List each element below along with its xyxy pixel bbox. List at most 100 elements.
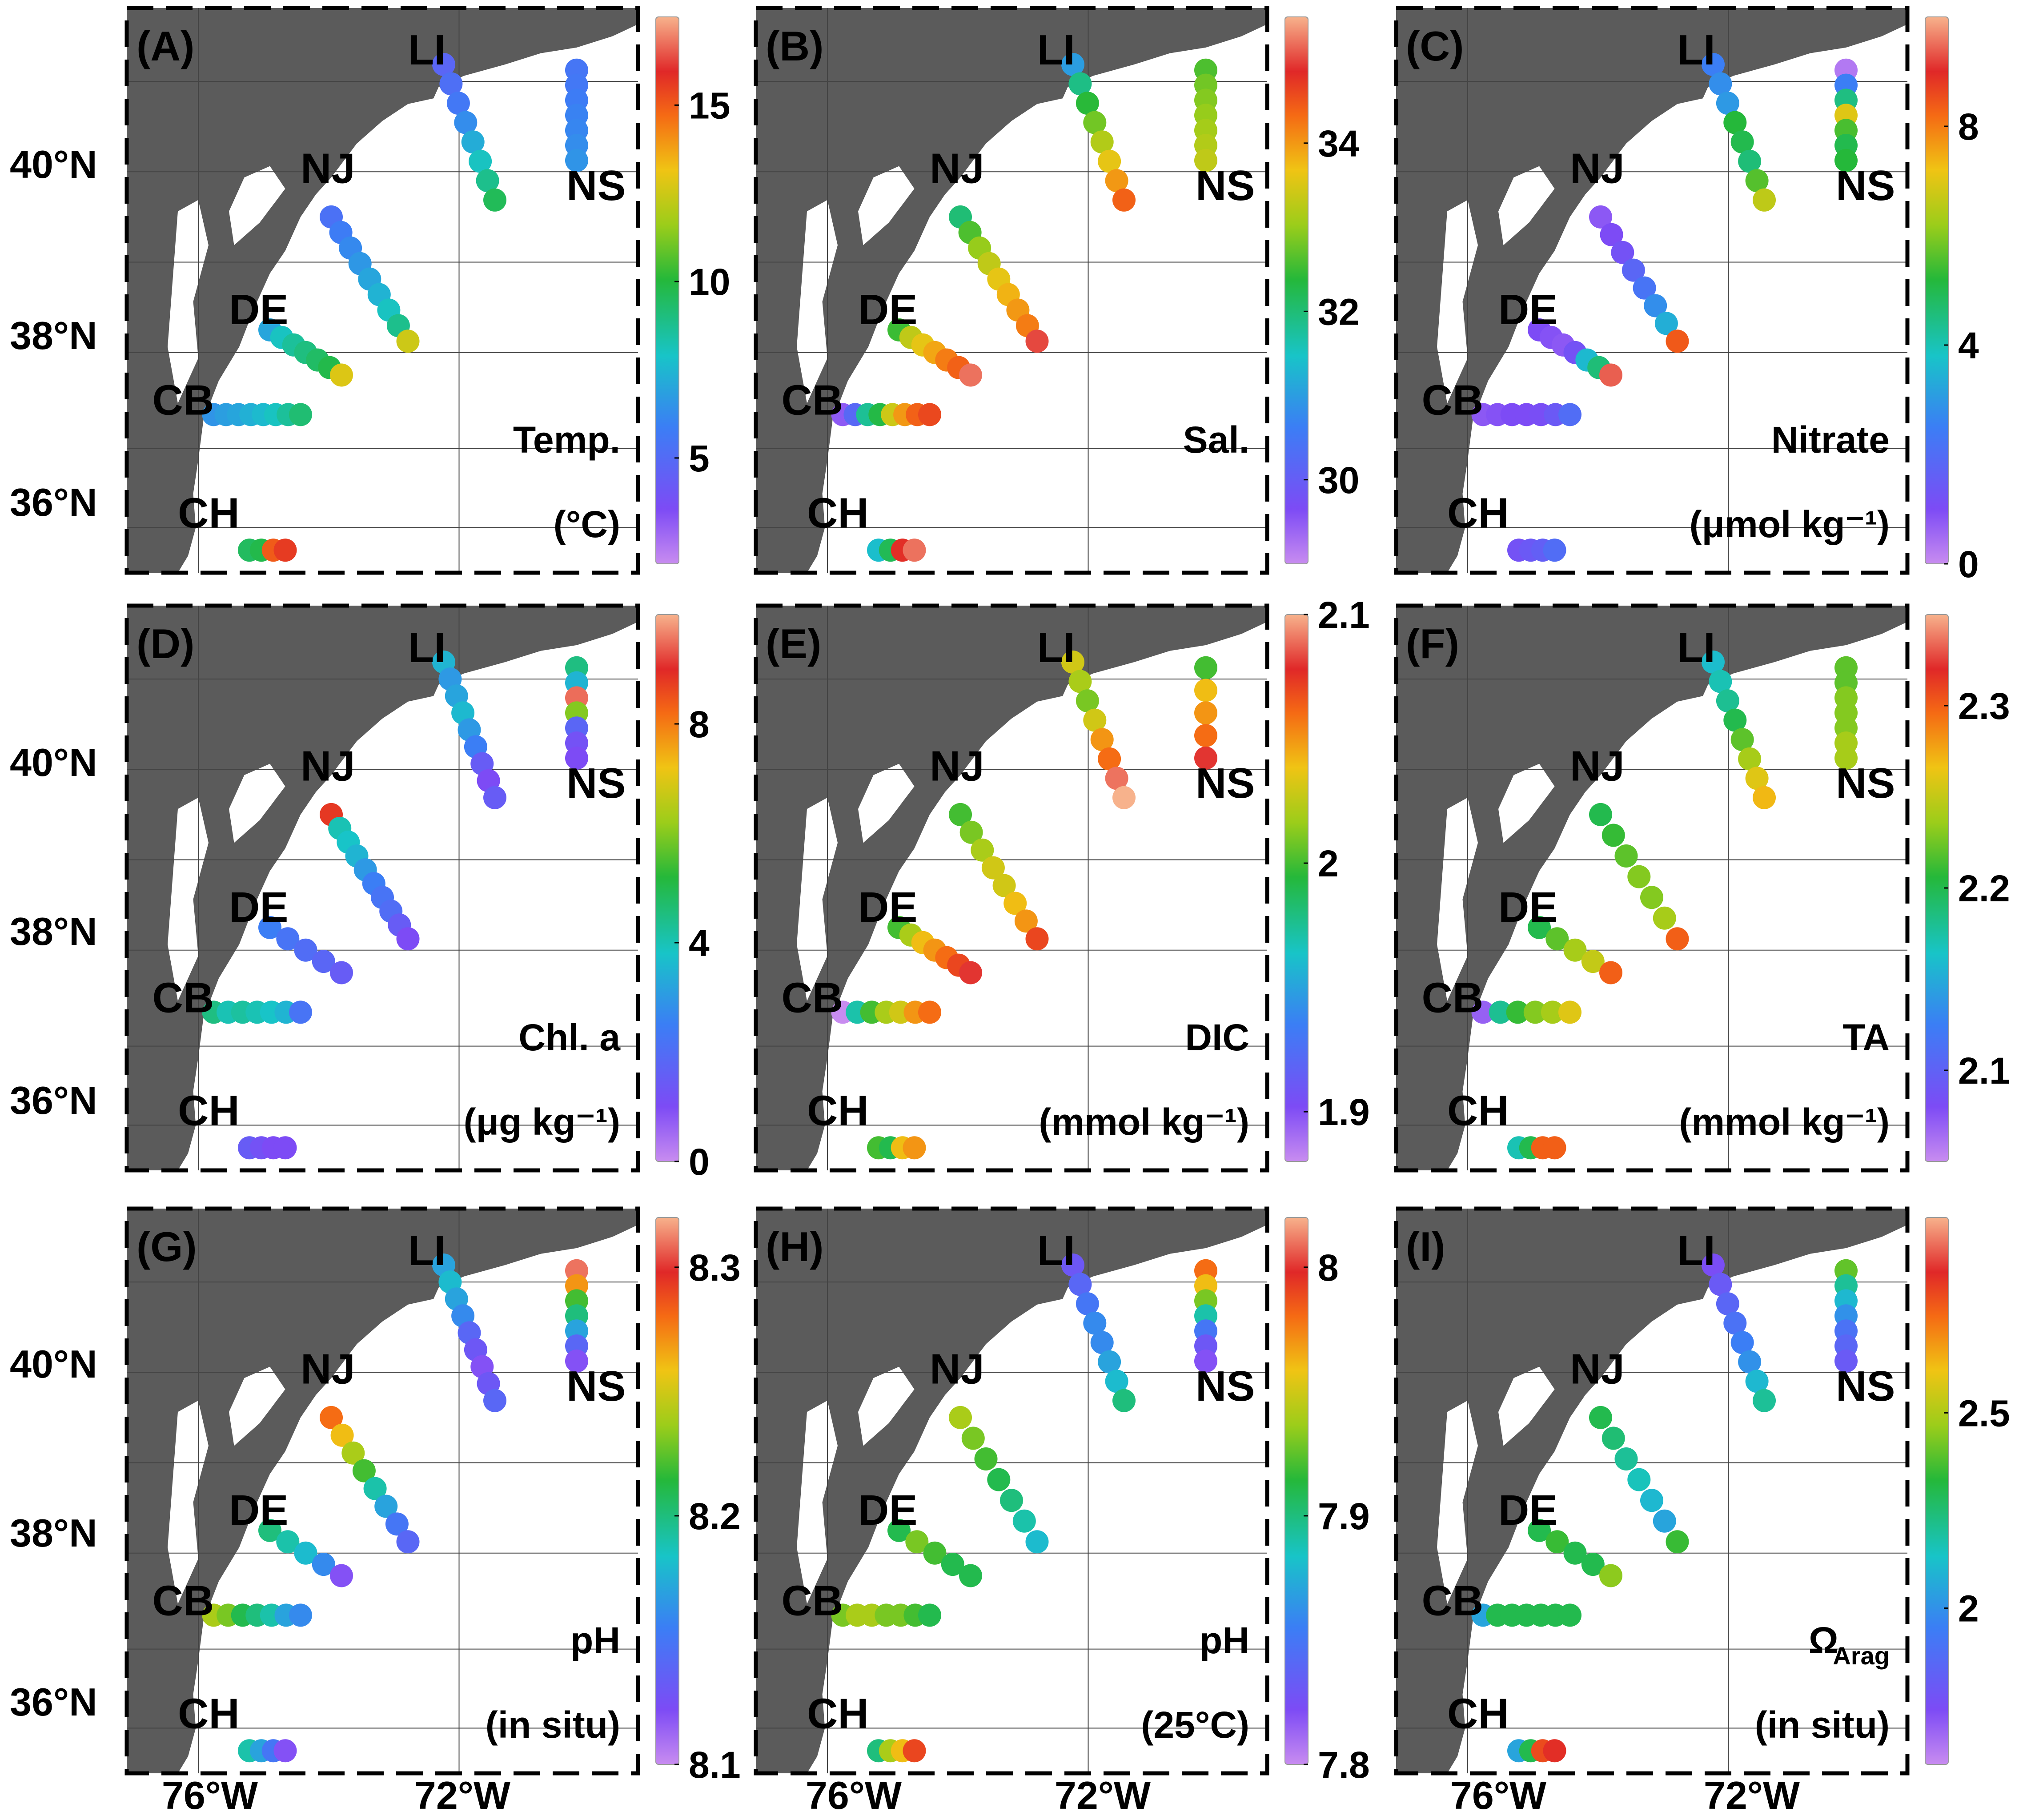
colorbar-tick-label: 0	[1958, 543, 1979, 585]
variable-label: Nitrate	[1771, 419, 1890, 461]
region-label-nj: NJ	[930, 743, 984, 790]
x-tick-label: 72°W	[414, 1773, 510, 1817]
y-axis: 40°N 38°N 36°N 40°N 38°N 36°N 40°N 38°N …	[10, 142, 97, 1724]
station-point	[294, 938, 317, 962]
transect-cb	[1471, 1000, 1581, 1024]
map-panel: LI NJ NS DE CB CH (A) Temp. (°C) 5 10 15	[124, 6, 730, 575]
station-point	[1716, 689, 1739, 713]
station-point	[446, 92, 470, 115]
station-point	[961, 1426, 985, 1450]
station-point	[1599, 1564, 1622, 1587]
station-point	[1738, 149, 1762, 173]
coastline-land	[1396, 8, 1906, 573]
panel-frame	[754, 1206, 1269, 1776]
station-point	[330, 1564, 353, 1587]
station-point	[1730, 130, 1754, 154]
region-label-de: DE	[229, 884, 288, 931]
region-label-ch: CH	[1447, 1087, 1509, 1134]
station-point	[565, 1349, 588, 1373]
region-label-nj: NJ	[1570, 743, 1625, 790]
region-label-ch: CH	[178, 1690, 240, 1737]
station-point	[1745, 767, 1769, 790]
colorbar: 2.1 2.2 2.3	[1925, 614, 2010, 1162]
station-point	[1589, 803, 1612, 826]
station-point	[1834, 746, 1858, 770]
variable-label: Temp.	[513, 419, 620, 461]
transect-ch	[867, 538, 926, 562]
region-label-cb: CB	[782, 974, 843, 1021]
region-label-ns: NS	[566, 759, 626, 807]
station-point	[1602, 824, 1625, 847]
station-point	[1654, 312, 1678, 335]
station-point	[959, 820, 983, 844]
station-point	[1545, 927, 1569, 951]
station-point	[396, 1530, 420, 1554]
station-point	[341, 1441, 365, 1465]
station-point	[1627, 1468, 1651, 1491]
colorbar-tick-label: 8	[1958, 106, 1979, 148]
estuary-water	[858, 763, 915, 843]
station-point	[1834, 1349, 1858, 1373]
station-point	[1702, 1254, 1725, 1277]
station-point	[320, 1406, 343, 1429]
y-tick-label: 40°N	[10, 142, 97, 186]
region-label-nj: NJ	[1570, 145, 1625, 193]
station-point	[294, 1541, 317, 1565]
region-label-li: LI	[1037, 1227, 1075, 1274]
region-label-li: LI	[408, 624, 446, 671]
colorbar-tick-label: 1.9	[1318, 1091, 1370, 1133]
colorbar-gradient	[1284, 614, 1309, 1162]
map-panel: LI NJ NS DE CB CH (E) DIC (mmol kg⁻¹) 1.9 2 2.1	[754, 594, 1370, 1173]
region-label-li: LI	[1037, 26, 1075, 74]
station-point	[1738, 1350, 1762, 1374]
station-point	[1558, 1000, 1581, 1024]
station-point	[1622, 258, 1645, 282]
panel-frame	[124, 603, 640, 1173]
region-label-ch: CH	[1447, 1690, 1509, 1737]
station-point	[1558, 1603, 1581, 1627]
colorbar-tick-label: 2	[1958, 1588, 1979, 1630]
station-point	[461, 130, 485, 154]
panel-letter: (H)	[766, 1223, 824, 1270]
panel-letter: (B)	[766, 23, 824, 69]
station-point	[1666, 927, 1689, 951]
station-point	[1709, 1273, 1732, 1296]
station-point	[1068, 1273, 1092, 1296]
y-tick-label: 38°N	[10, 313, 97, 358]
station-point	[1640, 1489, 1663, 1512]
colorbar-gradient	[1284, 16, 1309, 564]
transect-de	[1528, 1519, 1622, 1587]
y-tick-label: 36°N	[10, 480, 97, 524]
y-tick-label: 38°N	[10, 909, 97, 953]
station-point	[1745, 1370, 1769, 1393]
station-point	[918, 1000, 941, 1024]
y-tick-label: 38°N	[10, 1511, 97, 1555]
station-point	[1543, 1739, 1566, 1763]
variable-label: pH	[1200, 1619, 1249, 1661]
estuary-water	[1498, 763, 1555, 843]
station-point	[273, 1739, 297, 1763]
colorbar-tick-label: 4	[1958, 325, 1979, 366]
colorbar-tick-label: 32	[1318, 291, 1359, 333]
station-point	[454, 111, 478, 134]
panel-frame	[1394, 1206, 1910, 1776]
station-point	[1105, 169, 1128, 193]
station-point	[1589, 205, 1612, 229]
transect-nj	[1589, 1406, 1689, 1554]
region-label-li: LI	[408, 1227, 446, 1274]
region-label-ch: CH	[807, 1690, 869, 1737]
station-point	[289, 1000, 312, 1024]
region-label-ch: CH	[807, 1087, 869, 1134]
colorbar-tick-label: 30	[1318, 459, 1359, 501]
station-point	[1098, 149, 1121, 173]
transect-cb	[202, 1000, 312, 1024]
region-label-ns: NS	[566, 1362, 626, 1410]
colorbar: 0 4 8	[655, 614, 710, 1183]
station-point	[1633, 276, 1656, 300]
station-point	[959, 1564, 982, 1587]
station-point	[1640, 886, 1663, 909]
region-label-ns: NS	[1196, 759, 1255, 807]
colorbar-gradient	[1925, 16, 1949, 564]
station-point	[1666, 1530, 1689, 1554]
